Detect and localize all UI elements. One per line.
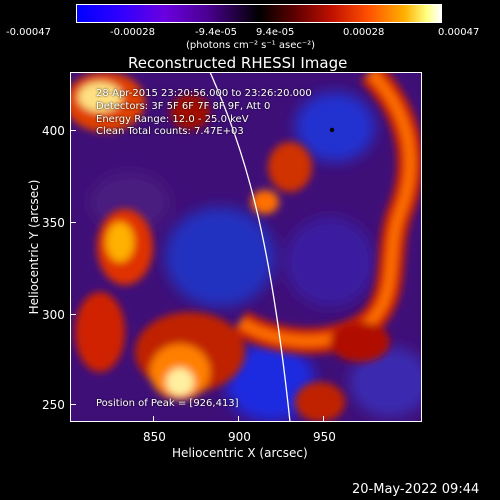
colorbar-tick-3: -9.4e-05 <box>195 27 237 38</box>
annotation-peak: Position of Peak = [926,413] <box>96 398 239 409</box>
ytick-label-250: 250 <box>42 398 65 412</box>
xtick-mark-900 <box>238 416 239 422</box>
colorbar-tick-4: 9.4e-05 <box>256 27 295 38</box>
ytick-label-300: 300 <box>42 308 65 322</box>
xtick-label-900: 900 <box>228 430 251 444</box>
plot-title: Reconstructed RHESSI Image <box>128 54 348 72</box>
ytick-label-350: 350 <box>42 216 65 230</box>
xtick-mark-850 <box>153 416 154 422</box>
ytick-label-400: 400 <box>42 124 65 138</box>
xtick-mark-950 <box>323 416 324 422</box>
colorbar-tick-5: 0.00028 <box>343 27 385 38</box>
xtick-label-850: 850 <box>143 430 166 444</box>
x-axis-title: Heliocentric X (arcsec) <box>172 446 308 460</box>
colorbar-tick-2: -0.00028 <box>110 27 155 38</box>
colorbar <box>76 4 442 23</box>
solar-image-svg <box>70 72 422 422</box>
colorbar-tick-1: -0.00047 <box>6 27 51 38</box>
ytick-mark-400 <box>70 130 76 131</box>
annotation-detectors: Detectors: 3F 5F 6F 7F 8F 9F, Att 0 <box>96 101 271 112</box>
colorbar-units: (photons cm⁻² s⁻¹ asec⁻²) <box>186 40 316 51</box>
ytick-mark-250 <box>70 404 76 405</box>
ytick-mark-350 <box>70 222 76 223</box>
annotation-clean: Clean Total counts: 7.47E+03 <box>96 126 244 137</box>
xtick-label-950: 950 <box>313 430 336 444</box>
ytick-mark-300 <box>70 314 76 315</box>
plot-frame <box>70 72 422 422</box>
annotation-energy: Energy Range: 12.0 - 25.0 keV <box>96 114 249 125</box>
y-axis-title: Heliocentric Y (arcsec) <box>27 179 41 315</box>
footer-date: 20-May-2022 09:44 <box>352 482 480 497</box>
solar-image <box>70 72 422 422</box>
annotation-time: 28-Apr-2015 23:20:56.000 to 23:26:20.000 <box>96 88 312 99</box>
colorbar-tick-6: 0.00047 <box>438 27 480 38</box>
